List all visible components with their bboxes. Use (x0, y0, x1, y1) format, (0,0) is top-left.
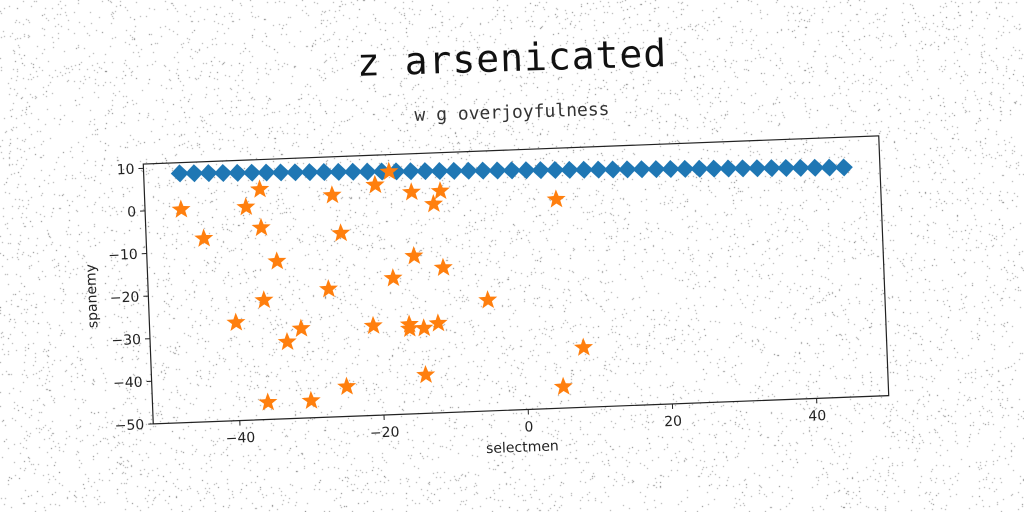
y-axis-label: spanemy (83, 264, 101, 329)
star-marker (301, 390, 321, 410)
star-marker (416, 364, 436, 384)
star-marker (553, 376, 573, 396)
diamond-marker (820, 158, 839, 177)
diamond-marker (661, 159, 680, 178)
star-marker (478, 290, 498, 309)
diamond-marker (618, 160, 637, 179)
diamond-marker (531, 161, 550, 180)
x-axis-label: selectmen (486, 438, 559, 457)
star-marker (383, 268, 403, 287)
diamond-marker (719, 159, 738, 178)
diamond-marker (574, 160, 593, 179)
star-marker (546, 189, 566, 208)
y-tick-label: −40 (113, 375, 143, 392)
x-tick-label: 0 (524, 419, 534, 435)
star-marker (226, 312, 246, 331)
diamond-marker (286, 163, 305, 182)
diamond-marker (704, 159, 723, 178)
star-marker (171, 199, 191, 218)
star-marker (401, 182, 421, 201)
star-marker (277, 331, 297, 351)
diamond-marker (805, 158, 824, 177)
diamond-marker (199, 164, 218, 183)
diamond-marker (242, 163, 261, 182)
x-tick-label: −40 (225, 430, 255, 447)
diamond-marker (416, 162, 435, 181)
diamond-marker (632, 160, 651, 179)
star-marker (363, 315, 383, 335)
diamond-marker (214, 163, 233, 182)
star-marker (258, 392, 278, 411)
diamond-marker (401, 162, 420, 181)
diamond-marker (517, 161, 536, 180)
star-marker (404, 246, 424, 265)
star-marker (322, 185, 342, 204)
star-marker (430, 181, 450, 200)
diamond-marker (690, 159, 709, 178)
diamond-marker (315, 163, 334, 182)
star-marker (337, 376, 357, 395)
diamond-marker (473, 161, 492, 180)
star-marker (428, 313, 448, 332)
star-marker (433, 257, 453, 277)
star-marker (424, 194, 444, 213)
diamond-marker (560, 160, 579, 179)
star-marker (365, 174, 385, 194)
y-tick-label: −30 (111, 332, 141, 349)
diamond-marker (603, 160, 622, 179)
y-tick-label: −50 (114, 417, 144, 434)
diamond-marker (185, 164, 204, 183)
y-tick-label: 10 (116, 162, 134, 179)
y-tick-label: −20 (110, 289, 140, 306)
x-tick-label: 20 (664, 414, 682, 431)
star-marker (414, 318, 434, 337)
y-tick-label: −10 (108, 247, 138, 264)
diamond-marker (791, 158, 810, 177)
diamond-marker (502, 161, 521, 180)
diamond-marker (459, 161, 478, 180)
diamond-marker (834, 158, 853, 177)
diamond-marker (777, 158, 796, 177)
diamond-marker (733, 159, 752, 178)
diamond-marker (358, 162, 377, 181)
diamond-marker (300, 163, 319, 182)
axes-frame (142, 135, 890, 425)
diamond-marker (228, 163, 247, 182)
star-marker (250, 179, 270, 198)
diamond-marker (748, 159, 767, 178)
diamond-marker (343, 162, 362, 181)
diamond-marker (170, 164, 189, 183)
star-marker (291, 318, 311, 337)
star-marker (379, 161, 399, 180)
star-marker (319, 279, 338, 298)
diamond-marker (445, 161, 464, 180)
x-tick-label: 40 (808, 408, 826, 425)
star-marker (573, 337, 594, 356)
x-tick-label: −20 (370, 424, 400, 441)
star-marker (267, 251, 287, 270)
diamond-marker (546, 161, 565, 179)
diamond-marker (430, 162, 449, 181)
diamond-marker (647, 160, 666, 179)
diamond-marker (257, 163, 276, 182)
diamond-marker (488, 161, 507, 180)
star-marker (254, 290, 274, 309)
diamond-marker (329, 162, 348, 181)
y-tick-label: 0 (127, 204, 137, 220)
star-marker (236, 197, 256, 216)
star-marker (251, 217, 271, 237)
axis-ticks: −40 −20 0 20 40 10 0 −10 −20 −30 −40 −50 (108, 162, 827, 447)
star-marker (194, 228, 214, 247)
diamond-marker (589, 160, 608, 179)
star-marker (399, 314, 419, 333)
star-marker (331, 223, 351, 242)
diamond-marker (676, 159, 695, 178)
plot-series (170, 158, 853, 411)
diamond-marker (762, 159, 781, 178)
diamond-marker (271, 163, 290, 182)
